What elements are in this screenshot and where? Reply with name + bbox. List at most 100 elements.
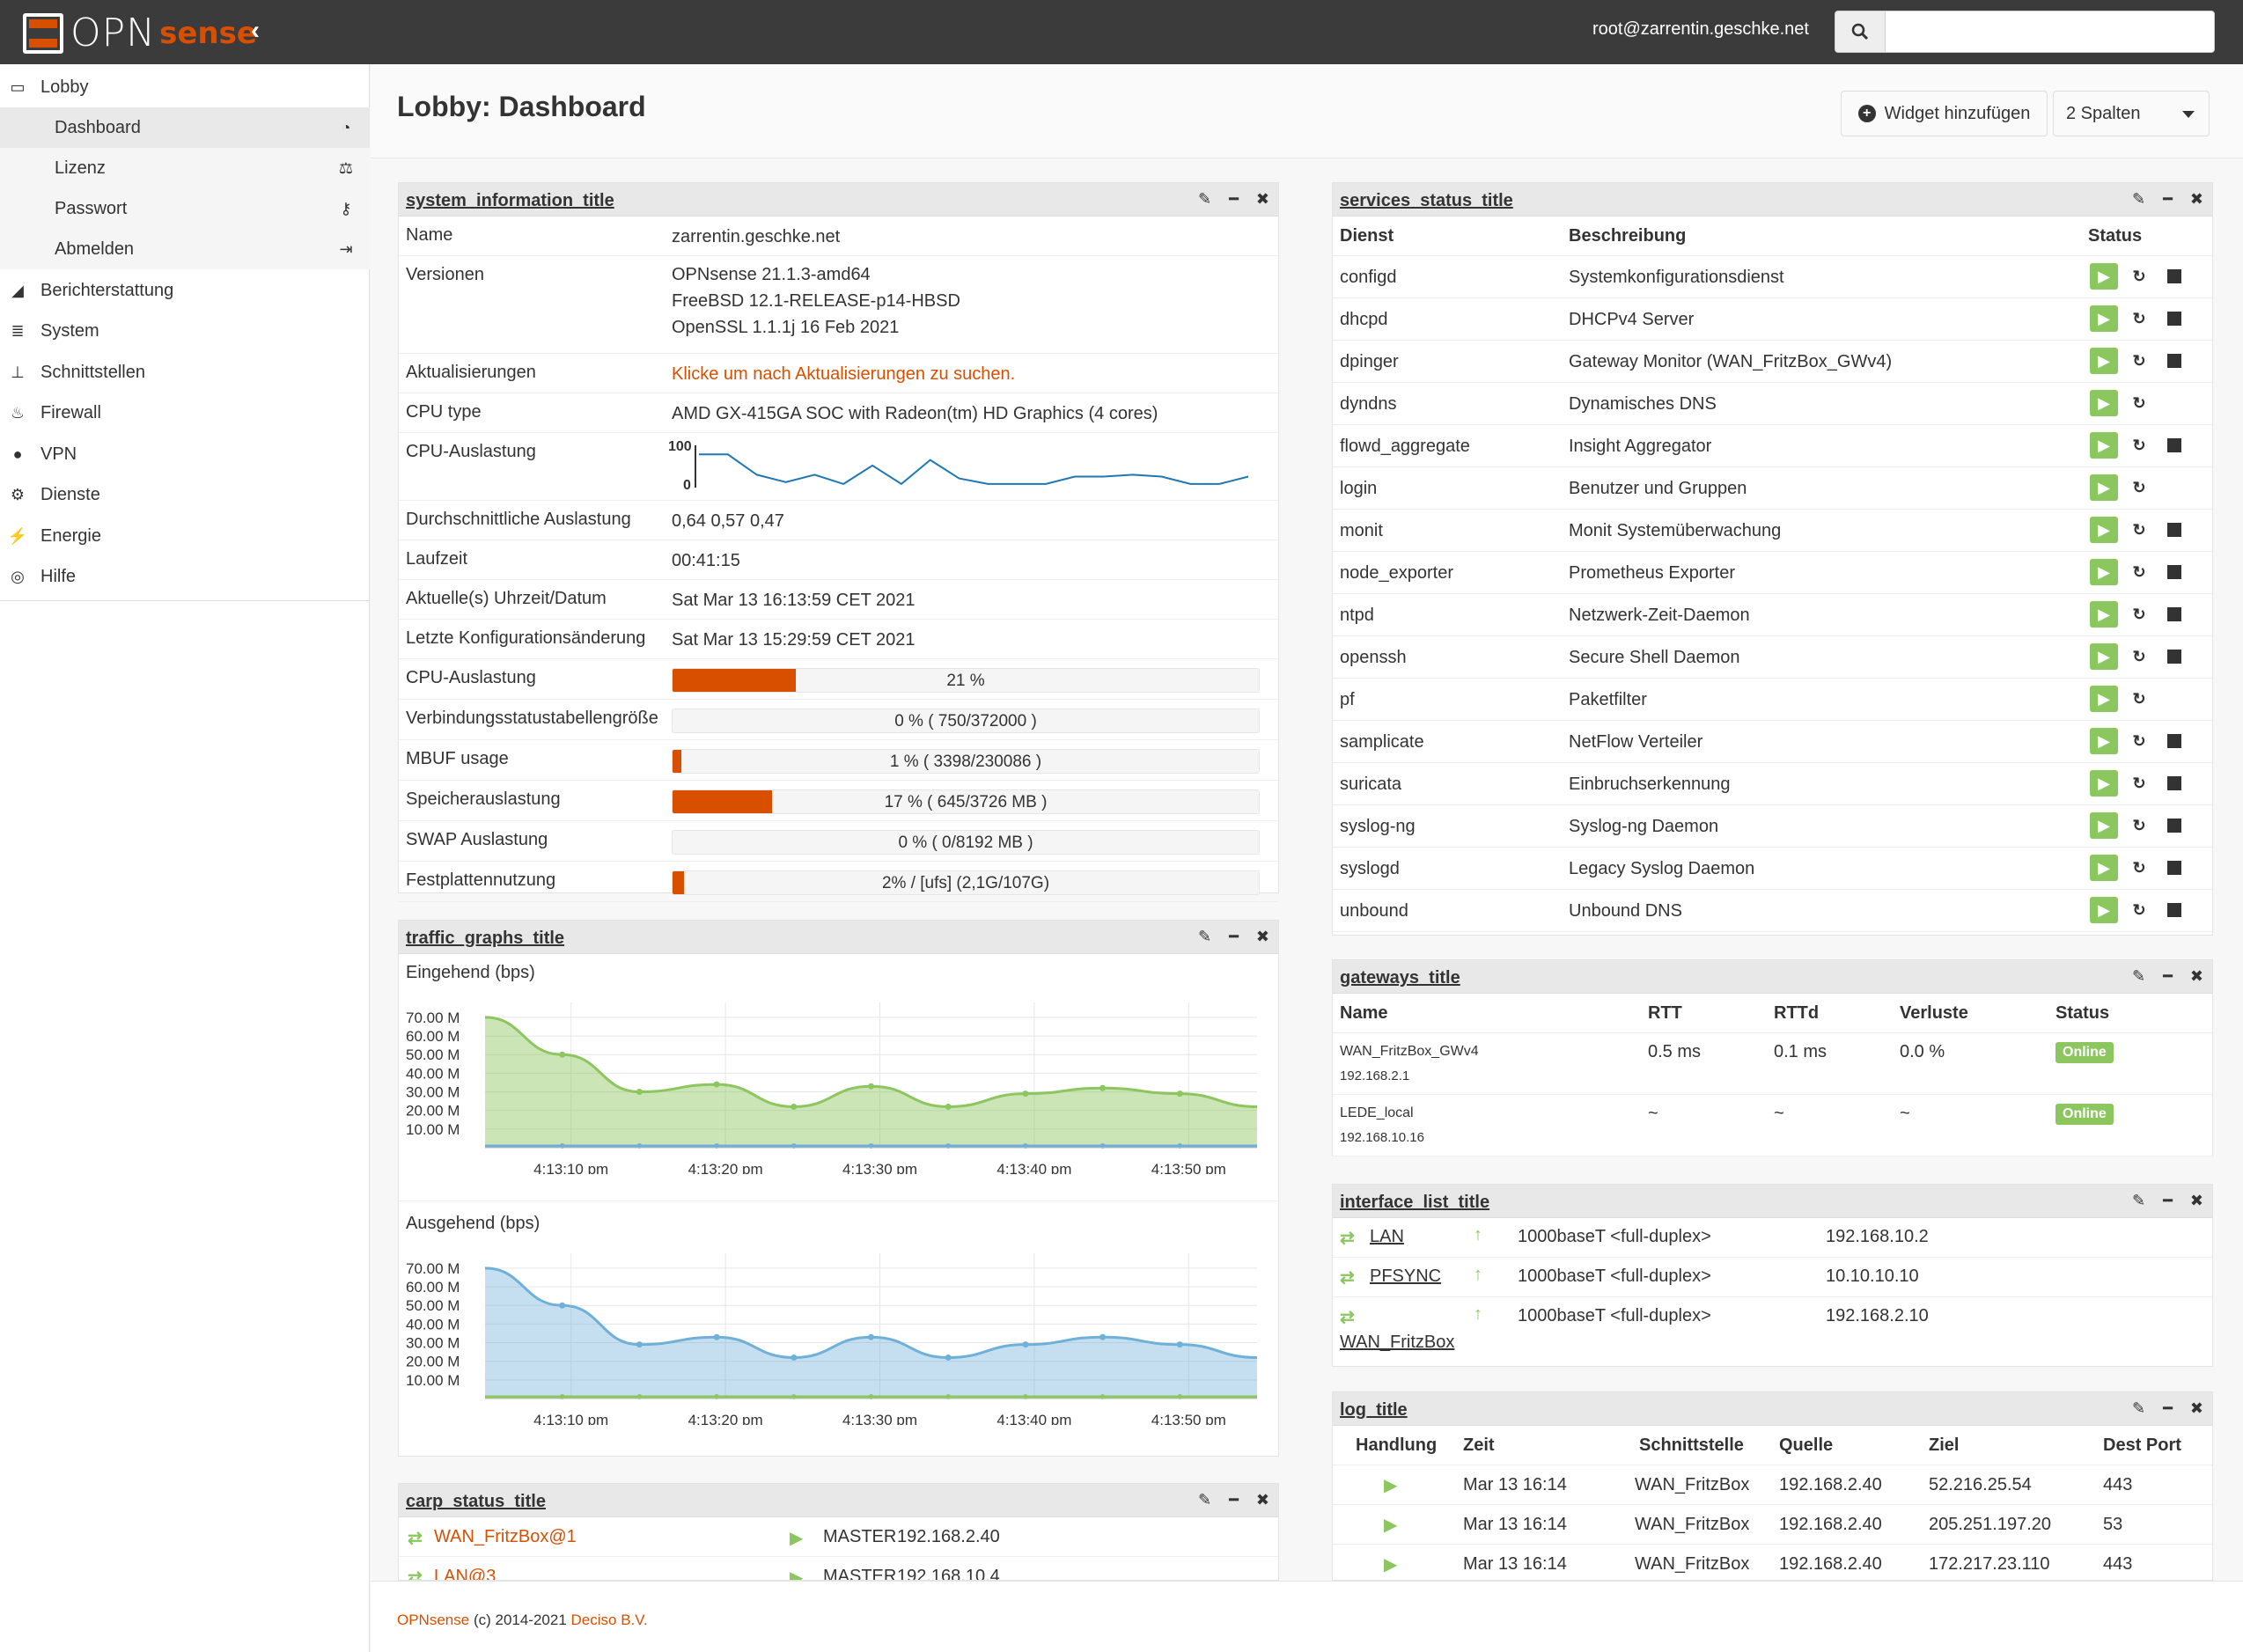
play-icon[interactable]: ▶	[2090, 559, 2118, 585]
sidebar-item-abmelden[interactable]: Abmelden ⇥	[0, 229, 370, 269]
play-icon[interactable]: ▶	[2090, 728, 2118, 754]
sidebar-item-lobby[interactable]: ▭ Lobby	[0, 67, 370, 107]
play-icon[interactable]: ▶	[2090, 390, 2118, 416]
widget-title[interactable]: carp_status_title	[406, 1492, 546, 1511]
sidebar-item-system[interactable]: ≣ System	[0, 311, 370, 351]
sidebar-item-firewall[interactable]: ♨ Firewall	[0, 393, 370, 433]
carp-iface-link[interactable]: WAN_FritzBox@1	[434, 1527, 577, 1546]
stop-icon[interactable]	[2160, 517, 2188, 543]
refresh-icon[interactable]: ↻	[2132, 267, 2146, 285]
widget-title[interactable]: system_information_title	[406, 191, 614, 210]
refresh-icon[interactable]: ↻	[2132, 351, 2146, 370]
stop-icon[interactable]	[2160, 559, 2188, 585]
minimize-icon[interactable]: ━	[1229, 1491, 1239, 1509]
sidebar-item-schnittstellen[interactable]: ⊥ Schnittstellen	[0, 352, 370, 393]
refresh-icon[interactable]: ↻	[2132, 562, 2146, 581]
stop-icon[interactable]	[2160, 348, 2188, 374]
refresh-icon[interactable]: ↻	[2132, 520, 2146, 539]
refresh-icon[interactable]: ↻	[2132, 900, 2146, 919]
sidebar-item-hilfe[interactable]: ◎ Hilfe	[0, 556, 370, 597]
stop-icon[interactable]	[2160, 263, 2188, 290]
sidebar-item-dashboard[interactable]: Dashboard ◔	[0, 107, 370, 148]
refresh-icon[interactable]: ↻	[2132, 689, 2146, 708]
refresh-icon[interactable]: ↻	[2132, 774, 2146, 792]
pencil-icon[interactable]: ✎	[1197, 1491, 1212, 1509]
play-icon[interactable]: ▶	[2090, 855, 2118, 881]
refresh-icon[interactable]: ↻	[2132, 647, 2146, 665]
play-icon[interactable]: ▶	[2090, 601, 2118, 628]
close-icon[interactable]: ✖	[2189, 967, 2203, 985]
interface-link[interactable]: LAN	[1370, 1227, 1404, 1246]
chevron-left-icon[interactable]: ‹	[251, 16, 260, 45]
close-icon[interactable]: ✖	[2189, 1399, 2203, 1417]
minimize-icon[interactable]: ━	[1229, 928, 1239, 945]
stop-icon[interactable]	[2160, 432, 2188, 459]
widget-title[interactable]: log_title	[1340, 1400, 1408, 1420]
play-icon[interactable]: ▶	[2090, 432, 2118, 459]
stop-icon[interactable]	[2160, 728, 2188, 754]
interface-link[interactable]: PFSYNC	[1370, 1267, 1442, 1286]
stop-icon[interactable]	[2160, 770, 2188, 797]
pencil-icon[interactable]: ✎	[1197, 190, 1212, 208]
close-icon[interactable]: ✖	[2189, 1192, 2203, 1209]
stop-icon[interactable]	[2160, 812, 2188, 839]
play-icon[interactable]: ▶	[2090, 686, 2118, 712]
play-icon[interactable]: ▶	[2090, 348, 2118, 374]
sidebar-item-passwort[interactable]: Passwort ⚷	[0, 188, 370, 229]
columns-select[interactable]: 2 Spalten	[2053, 91, 2210, 136]
play-icon[interactable]: ▶	[2090, 643, 2118, 670]
pencil-icon[interactable]: ✎	[2131, 1399, 2146, 1417]
carp-iface-link[interactable]: LAN@3	[434, 1567, 496, 1581]
play-icon[interactable]: ▶	[2090, 474, 2118, 501]
widget-title[interactable]: interface_list_title	[1340, 1193, 1490, 1212]
stop-icon[interactable]	[2160, 897, 2188, 923]
widget-title[interactable]: services_status_title	[1340, 191, 1513, 210]
add-widget-button[interactable]: + Widget hinzufügen	[1841, 91, 2048, 136]
sidebar-item-energie[interactable]: ⚡ Energie	[0, 516, 370, 556]
opnsense-logo[interactable]: OPN sense	[23, 11, 257, 55]
pencil-icon[interactable]: ✎	[2131, 190, 2146, 208]
interface-link[interactable]: WAN_FritzBox	[1340, 1333, 1455, 1352]
close-icon[interactable]: ✖	[1255, 928, 1269, 945]
user-link[interactable]: root@zarrentin.geschke.net	[1592, 19, 1809, 39]
refresh-icon[interactable]: ↻	[2132, 436, 2146, 454]
footer-company-link[interactable]: Deciso B.V.	[570, 1612, 648, 1628]
stop-icon[interactable]	[2160, 855, 2188, 881]
stop-icon[interactable]	[2160, 305, 2188, 332]
widget-title[interactable]: gateways_title	[1340, 968, 1460, 988]
play-icon[interactable]: ▶	[2090, 897, 2118, 923]
play-icon[interactable]: ▶	[2090, 812, 2118, 839]
sidebar-item-vpn[interactable]: ● VPN	[0, 434, 370, 474]
refresh-icon[interactable]: ↻	[2132, 393, 2146, 412]
close-icon[interactable]: ✖	[1255, 1491, 1269, 1509]
minimize-icon[interactable]: ━	[1229, 190, 1239, 208]
search-input[interactable]	[1885, 11, 2215, 53]
play-icon[interactable]: ▶	[2090, 263, 2118, 290]
close-icon[interactable]: ✖	[2189, 190, 2203, 208]
pencil-icon[interactable]: ✎	[2131, 967, 2146, 985]
pencil-icon[interactable]: ✎	[2131, 1192, 2146, 1209]
minimize-icon[interactable]: ━	[2163, 1192, 2173, 1209]
refresh-icon[interactable]: ↻	[2132, 605, 2146, 623]
pencil-icon[interactable]: ✎	[1197, 928, 1212, 945]
check-updates-link[interactable]: Klicke um nach Aktualisierungen zu suche…	[672, 364, 1016, 384]
refresh-icon[interactable]: ↻	[2132, 478, 2146, 496]
play-icon[interactable]: ▶	[2090, 770, 2118, 797]
search-icon[interactable]	[1835, 11, 1886, 53]
close-icon[interactable]: ✖	[1255, 190, 1269, 208]
play-icon[interactable]: ▶	[2090, 517, 2118, 543]
footer-brand-link[interactable]: OPNsense	[397, 1612, 470, 1628]
widget-title[interactable]: traffic_graphs_title	[406, 929, 565, 948]
refresh-icon[interactable]: ↻	[2132, 309, 2146, 327]
minimize-icon[interactable]: ━	[2163, 190, 2173, 208]
minimize-icon[interactable]: ━	[2163, 1399, 2173, 1417]
stop-icon[interactable]	[2160, 643, 2188, 670]
sidebar-item-lizenz[interactable]: Lizenz ⚖	[0, 148, 370, 188]
play-icon[interactable]: ▶	[2090, 305, 2118, 332]
refresh-icon[interactable]: ↻	[2132, 731, 2146, 750]
refresh-icon[interactable]: ↻	[2132, 816, 2146, 834]
sidebar-item-berichterstattung[interactable]: ◢ Berichterstattung	[0, 270, 370, 311]
sidebar-item-dienste[interactable]: ⚙ Dienste	[0, 474, 370, 515]
stop-icon[interactable]	[2160, 601, 2188, 628]
minimize-icon[interactable]: ━	[2163, 967, 2173, 985]
